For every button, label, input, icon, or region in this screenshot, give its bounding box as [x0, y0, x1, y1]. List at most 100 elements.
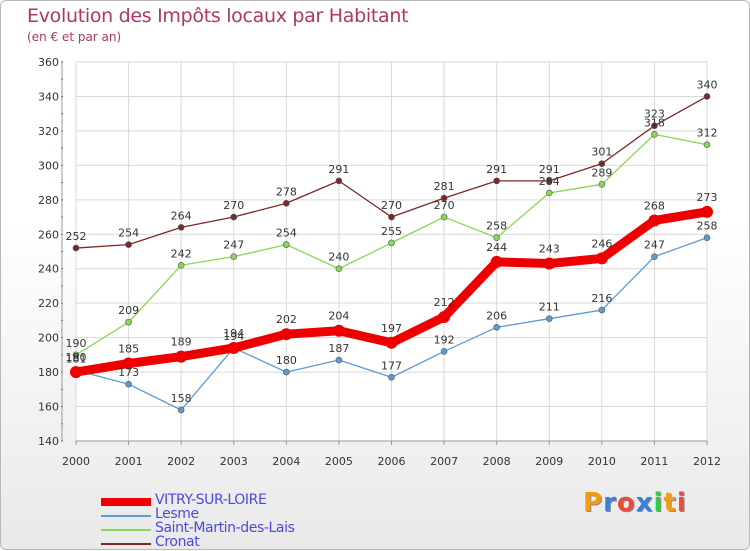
- data-label: 291: [328, 163, 349, 176]
- data-point: [72, 244, 80, 252]
- data-label: 278: [276, 185, 297, 198]
- data-label: 273: [697, 191, 718, 204]
- data-label: 281: [434, 180, 455, 193]
- data-label: 258: [486, 220, 507, 233]
- proxiti-logo: Proxiti: [583, 488, 687, 518]
- data-label: 206: [486, 309, 507, 322]
- data-point: [177, 406, 185, 414]
- data-point: [283, 199, 290, 207]
- data-label: 291: [539, 163, 560, 176]
- data-label: 284: [539, 175, 560, 188]
- data-point: [648, 214, 661, 227]
- legend-swatch: [101, 515, 151, 517]
- data-point: [543, 257, 556, 270]
- data-point: [72, 351, 80, 359]
- data-label: 243: [539, 243, 560, 256]
- series-lines: [70, 93, 713, 414]
- x-tick-label: 2010: [588, 455, 616, 468]
- data-label: 197: [381, 322, 402, 335]
- legend-swatch: [101, 543, 151, 545]
- logo-letter: r: [603, 488, 617, 518]
- data-point: [703, 234, 711, 242]
- data-label: 194: [223, 330, 244, 343]
- chart-title: Evolution des Impôts locaux par Habitant: [27, 5, 409, 27]
- data-label: 173: [118, 366, 139, 379]
- y-tick-label: 180: [38, 366, 59, 379]
- x-tick-label: 2005: [325, 455, 353, 468]
- data-point: [227, 341, 240, 354]
- data-label: 211: [539, 301, 560, 314]
- data-point: [283, 368, 290, 376]
- legend-label: Cronat: [155, 534, 200, 550]
- data-label: 185: [118, 342, 139, 355]
- y-tick-label: 220: [38, 297, 59, 310]
- data-label: 301: [591, 146, 612, 159]
- data-label: 242: [171, 247, 192, 260]
- data-label: 244: [486, 241, 507, 254]
- data-point: [335, 177, 343, 185]
- legend-label: Saint-Martin-des-Lais: [155, 520, 295, 536]
- data-point: [545, 177, 553, 185]
- data-point: [122, 357, 135, 370]
- data-point: [125, 241, 132, 248]
- data-label: 268: [644, 199, 665, 212]
- data-label: 190: [66, 337, 87, 350]
- data-point: [490, 255, 503, 268]
- data-point: [493, 177, 500, 185]
- x-tick-label: 2002: [167, 455, 195, 468]
- x-tick-label: 2007: [430, 455, 458, 468]
- data-label: 291: [486, 163, 507, 176]
- data-label: 189: [171, 336, 192, 349]
- data-label: 318: [644, 116, 665, 129]
- data-label: 264: [171, 209, 192, 222]
- data-label: 181: [66, 352, 87, 365]
- data-point: [388, 213, 395, 221]
- y-tick-label: 360: [38, 56, 59, 69]
- y-tick-label: 300: [38, 159, 59, 172]
- logo-letter: i: [676, 488, 687, 518]
- data-label: 194: [223, 327, 244, 340]
- data-point: [651, 131, 658, 138]
- data-label: 158: [171, 392, 192, 405]
- data-label: 180: [66, 351, 87, 364]
- data-label: 289: [591, 166, 612, 179]
- data-point: [545, 315, 553, 322]
- x-tick-label: 2003: [220, 455, 248, 468]
- data-label: 192: [434, 333, 455, 346]
- y-tick-label: 200: [38, 332, 59, 345]
- legend-swatch: [101, 529, 151, 531]
- data-point: [175, 350, 188, 363]
- data-label: 323: [644, 108, 665, 121]
- legend-label: VITRY-SUR-LOIRE: [155, 492, 267, 508]
- data-point: [703, 93, 711, 100]
- legend-swatch: [101, 498, 151, 506]
- data-point: [388, 239, 395, 247]
- data-label: 212: [434, 296, 455, 309]
- data-point: [388, 373, 395, 381]
- data-point: [598, 181, 606, 188]
- data-point: [438, 310, 451, 323]
- x-tick-label: 2000: [62, 455, 90, 468]
- data-point: [651, 122, 658, 130]
- data-label: 270: [223, 199, 244, 212]
- logo-letter: x: [635, 488, 654, 518]
- x-tick-label: 2001: [115, 455, 143, 468]
- data-label: 258: [697, 220, 718, 233]
- data-point: [125, 380, 132, 388]
- y-tick-label: 340: [38, 90, 59, 103]
- data-label: 312: [697, 127, 718, 140]
- data-point: [385, 336, 398, 349]
- data-label: 246: [591, 237, 612, 250]
- data-labels: 252 254 264 270 278 291 270 281 291 291 301 323 340 1…: [66, 78, 718, 405]
- data-point: [70, 366, 82, 379]
- data-label: 340: [697, 78, 718, 91]
- x-tick-label: 2009: [535, 455, 563, 468]
- data-label: 216: [591, 292, 612, 305]
- data-label: 254: [118, 227, 139, 240]
- data-label: 180: [276, 354, 297, 367]
- data-point: [230, 253, 238, 260]
- legend-label: Lesme: [155, 506, 199, 522]
- data-point: [440, 348, 448, 355]
